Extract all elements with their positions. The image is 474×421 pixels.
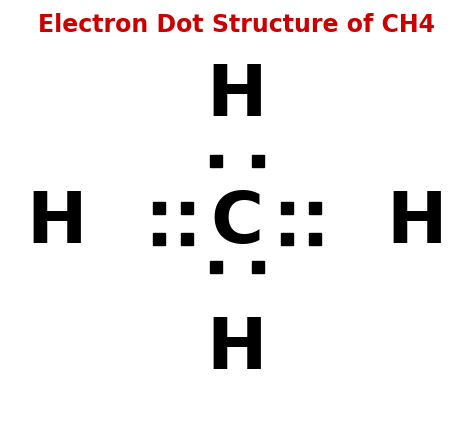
Text: C: C: [210, 189, 264, 258]
Text: H: H: [207, 315, 267, 384]
Text: H: H: [27, 189, 87, 258]
Text: Electron Dot Structure of CH4: Electron Dot Structure of CH4: [38, 13, 436, 37]
Text: H: H: [387, 189, 447, 258]
Text: H: H: [207, 62, 267, 131]
